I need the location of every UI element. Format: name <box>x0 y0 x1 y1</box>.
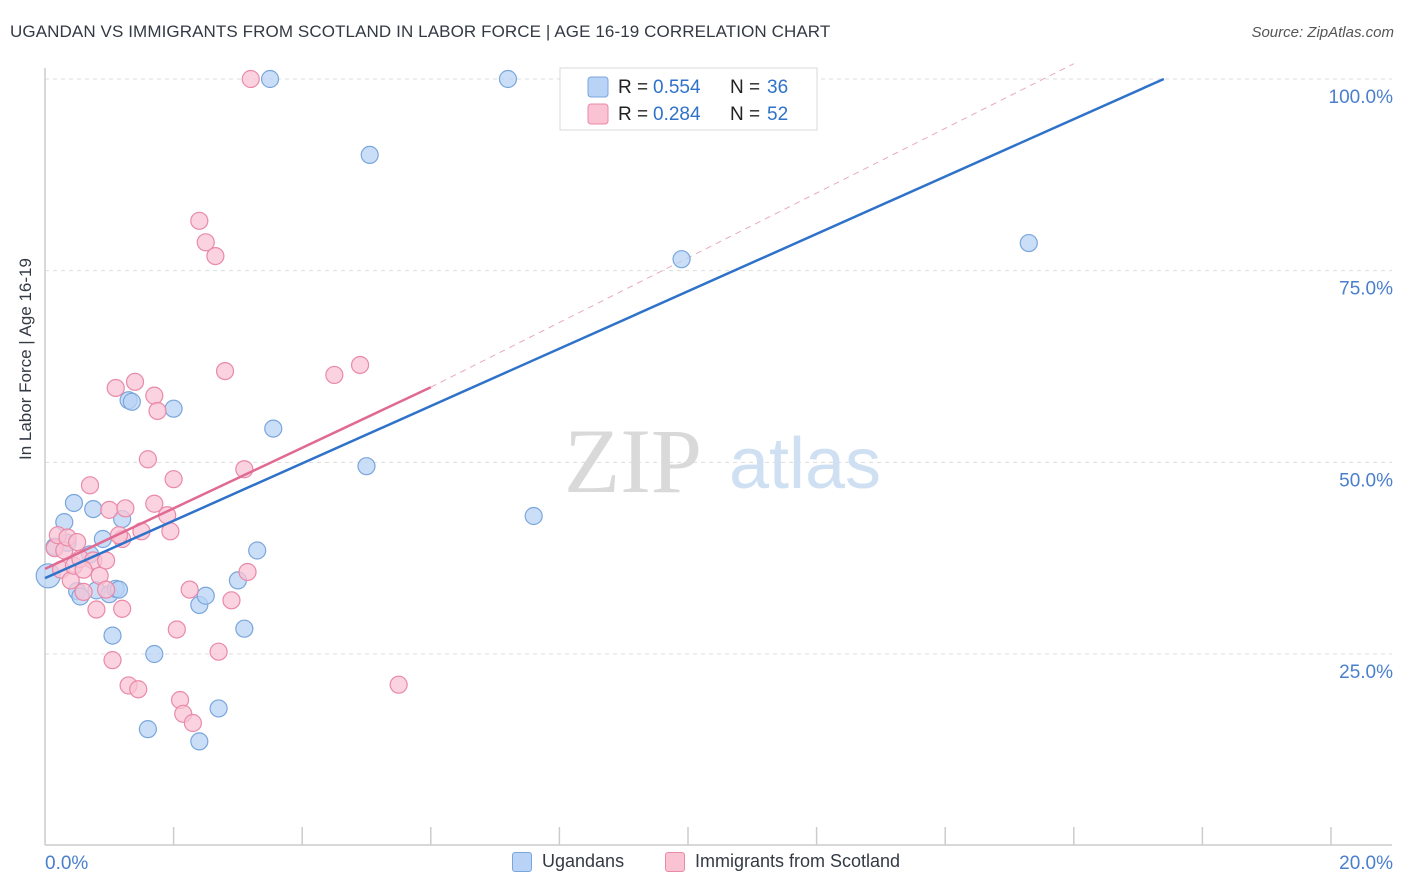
point-ugandans-8 <box>84 500 103 519</box>
y-tick-label-50: 50.0% <box>1339 470 1393 491</box>
legend-bottom: Ugandans Immigrants from Scotland <box>0 851 1406 879</box>
trend-line-scotland <box>44 386 432 571</box>
legend-swatch-ugandans <box>512 851 532 872</box>
point-ugandans-32 <box>498 69 518 89</box>
point-scotland-46 <box>241 69 260 89</box>
y-tick-label-75: 75.0% <box>1339 279 1393 300</box>
point-ugandans-29 <box>264 419 283 438</box>
x-tick-label-min: 0.0% <box>45 853 88 874</box>
legend-top-r-value-ugandans: 0.554 <box>653 77 701 98</box>
legend-top-n-value-scotland: 52 <box>767 104 788 125</box>
point-scotland-21 <box>116 499 135 518</box>
watermark-zip: ZIP <box>564 410 702 512</box>
point-scotland-16 <box>100 500 119 519</box>
point-ugandans-34 <box>672 250 691 269</box>
point-ugandans-23 <box>196 586 215 605</box>
point-scotland-38 <box>190 211 209 230</box>
point-scotland-33 <box>167 620 186 639</box>
point-scotland-28 <box>148 401 167 421</box>
point-ugandans-33 <box>524 506 543 526</box>
legend-top-swatch-scotland <box>587 103 609 125</box>
point-scotland-14 <box>96 580 116 599</box>
point-scotland-39 <box>196 233 215 252</box>
point-ugandans-12 <box>103 626 122 645</box>
legend-top-r-label-scotland: R = <box>618 104 648 125</box>
point-scotland-48 <box>350 355 370 375</box>
point-scotland-26 <box>138 450 157 469</box>
point-ugandans-28 <box>260 69 280 89</box>
watermark-atlas: atlas <box>729 424 881 504</box>
point-scotland-37 <box>183 713 202 733</box>
trend-line-ugandans <box>44 77 1165 580</box>
point-scotland-47 <box>325 365 344 385</box>
point-ugandans-35 <box>1019 233 1038 253</box>
data-points <box>35 69 1165 751</box>
point-scotland-12 <box>87 600 106 619</box>
legend-swatch-scotland <box>665 851 685 872</box>
tick-labels: 25.0% 50.0% 75.0% 100.0% 0.0% 20.0% <box>45 87 1393 874</box>
point-ugandans-20 <box>164 399 183 418</box>
point-ugandans-30 <box>357 457 376 476</box>
legend-top-swatch-ugandans <box>587 76 609 98</box>
point-scotland-32 <box>164 470 183 489</box>
legend-item-scotland[interactable]: Immigrants from Scotland <box>665 851 900 872</box>
point-scotland-23 <box>125 372 145 391</box>
point-scotland-42 <box>215 362 235 381</box>
point-ugandans-27 <box>248 541 267 560</box>
legend-label-ugandans: Ugandans <box>542 851 625 871</box>
chart-title: UGANDAN VS IMMIGRANTS FROM SCOTLAND IN L… <box>10 22 831 41</box>
point-scotland-43 <box>222 591 241 610</box>
legend-top-n-label-ugandans: N = <box>730 77 760 98</box>
point-scotland-18 <box>106 378 125 398</box>
trend-lines <box>430 63 1075 388</box>
point-scotland-17 <box>103 651 122 670</box>
point-ugandans-4 <box>64 493 84 513</box>
watermark: ZIP atlas <box>564 410 881 512</box>
legend-item-ugandans[interactable]: Ugandans <box>512 851 624 872</box>
y-tick-label-100: 100.0% <box>1329 87 1394 108</box>
axes <box>44 68 1392 846</box>
point-scotland-36 <box>180 580 199 599</box>
point-ugandans-22 <box>190 732 209 751</box>
point-ugandans-19 <box>145 644 164 664</box>
legend-top-r-label-ugandans: R = <box>618 77 648 98</box>
legend-top-n-value-ugandans: 36 <box>767 77 788 98</box>
legend-top-r-value-scotland: 0.284 <box>653 104 701 125</box>
point-scotland-49 <box>389 675 408 694</box>
point-scotland-9 <box>74 582 93 602</box>
legend-label-scotland: Immigrants from Scotland <box>695 851 901 871</box>
point-ugandans-24 <box>209 699 228 718</box>
point-scotland-40 <box>206 247 225 266</box>
point-ugandans-18 <box>138 720 157 739</box>
point-scotland-41 <box>209 642 228 661</box>
point-scotland-20 <box>113 599 132 618</box>
point-scotland-29 <box>145 494 164 513</box>
trend-line-scotland-extension <box>430 63 1075 388</box>
x-tick-label-max: 20.0% <box>1339 853 1393 874</box>
point-scotland-24 <box>129 680 148 699</box>
point-ugandans-17 <box>122 392 141 411</box>
point-scotland-27 <box>145 386 164 405</box>
legend-top: R = 0.554 N = 36 R = 0.284 N = 52 <box>559 67 818 131</box>
point-ugandans-31 <box>360 145 379 164</box>
legend-top-n-label-scotland: N = <box>730 104 760 125</box>
y-tick-label-25: 25.0% <box>1339 662 1393 683</box>
point-scotland-10 <box>80 476 100 495</box>
point-ugandans-26 <box>235 619 254 638</box>
source-credit: Source: ZipAtlas.com <box>1251 24 1394 41</box>
point-scotland-7 <box>68 532 87 552</box>
point-scotland-45 <box>238 562 257 582</box>
